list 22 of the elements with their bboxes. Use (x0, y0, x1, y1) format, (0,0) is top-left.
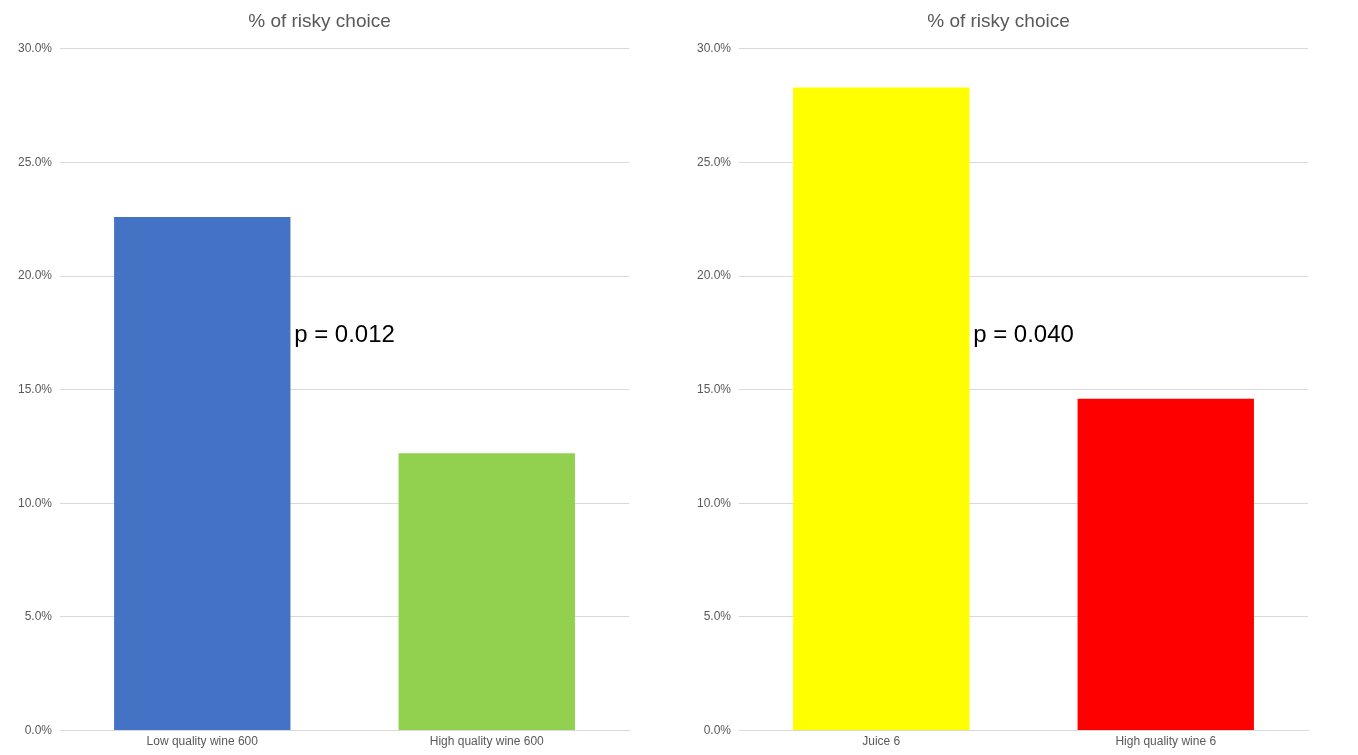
y-tick-label: 25.0% (17, 154, 53, 169)
y-tick-label: 5.0% (703, 609, 732, 624)
x-tick-label: High quality wine 600 (429, 734, 545, 749)
chart-title: % of risky choice (248, 9, 391, 31)
annotation: p = 0.040 (973, 319, 1074, 347)
annotation: p = 0.012 (294, 319, 395, 347)
chart-title: % of risky choice (927, 9, 1070, 31)
y-tick-label: 10.0% (17, 495, 53, 510)
x-tick-label: Juice 6 (862, 734, 901, 749)
y-tick-label: 15.0% (696, 382, 732, 397)
y-tick-label: 0.0% (24, 722, 53, 737)
y-tick-label: 20.0% (17, 268, 53, 283)
y-tick-label: 30.0% (17, 41, 53, 56)
y-tick-label: 0.0% (703, 722, 732, 737)
y-tick-label: 25.0% (696, 154, 732, 169)
y-tick-label: 10.0% (696, 495, 732, 510)
x-tick-label: High quality wine 6 (1115, 734, 1217, 749)
y-tick-label: 5.0% (24, 609, 53, 624)
y-tick-label: 30.0% (696, 41, 732, 56)
y-tick-label: 15.0% (17, 382, 53, 397)
x-tick-label: Low quality wine 600 (146, 734, 259, 749)
y-tick-label: 20.0% (696, 268, 732, 283)
